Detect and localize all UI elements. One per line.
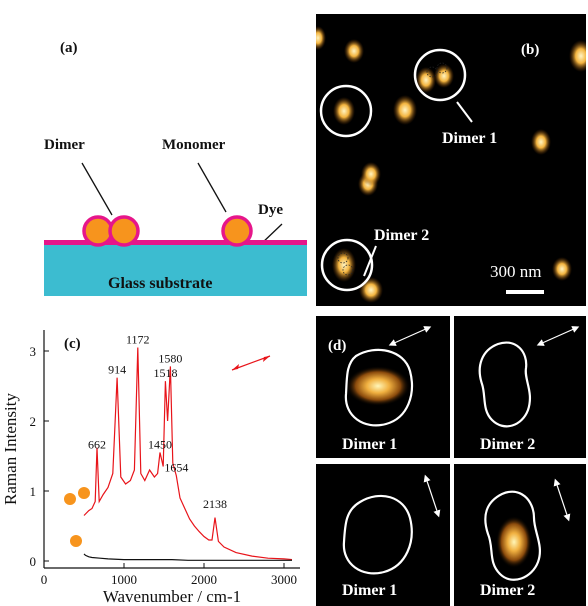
peak-label: 1580 [158,351,182,365]
polarization-arrow-heads [232,356,270,370]
schematic-diagram [44,162,307,296]
dimer2-label: Dimer 2 [374,227,430,244]
y-tick-label: 2 [30,414,37,429]
particle-outline [342,494,413,575]
monomer-icon [70,535,82,547]
particle-blob [434,64,454,88]
dimer-icon [64,493,76,505]
sers-spot [346,366,410,406]
panel-c: 0 1000 2000 3000 0 1 2 3 Wavenumber / cm-1 Raman … [0,316,310,606]
particle-blob [531,129,551,155]
particle-blob [393,95,417,125]
particle-blob [361,162,381,186]
peak-label: 2138 [203,497,227,511]
monomer-label: Monomer [162,137,226,153]
peak-label: 1518 [153,366,177,380]
panel-a: (a) Dimer Monomer Dye Glass substrate [0,0,310,310]
tile-label: Dimer 2 [480,582,536,599]
panel-c-label: (c) [64,336,81,352]
particle-blob [416,67,436,93]
peak-label: 1654 [164,461,188,475]
panel-b-afm-image: (b) Dimer 1 Dimer 2 300 nm [316,14,586,306]
peak-label: 662 [88,438,106,452]
y-axis-label: Raman Intensity [1,393,20,505]
raman-spectrum-chart: 0 1000 2000 3000 0 1 2 3 Wavenumber / cm-1 Raman … [1,330,300,606]
x-tick-label: 1000 [111,572,137,587]
panel-d: (d) Dimer 1 Dimer 2 Dimer 1 Dimer 2 [316,316,586,606]
x-axis-label: Wavenumber / cm-1 [103,587,241,606]
peak-label: 914 [108,363,126,377]
y-tick-label: 0 [30,554,37,569]
glass-substrate [44,244,307,296]
dimer1-particle-outline [436,62,448,74]
polarization-arrow [536,326,580,346]
tile-label: Dimer 1 [342,436,398,453]
particle-blob [552,257,572,281]
dimer1-particle-outline [426,66,438,78]
dimer1-pointer [456,101,473,123]
dimer2-particle-outline [342,264,354,276]
baseline-spectrum-line [83,553,292,561]
peak-label: 1450 [148,438,172,452]
particle-blob [333,97,355,125]
polarization-arrow [553,478,571,522]
scale-label: 300 nm [490,262,542,281]
panel-b-label: (b) [521,42,540,58]
panel-d-label: (d) [328,338,347,354]
dimer2-particle-outline [337,252,349,264]
polarization-images [316,316,586,606]
tile-label: Dimer 2 [480,436,536,453]
sers-spot [496,516,532,568]
polarization-arrow [388,326,432,346]
polarization-arrow [423,474,441,518]
dimer-label: Dimer [44,137,85,153]
particle-outline [478,341,532,428]
monomer-particle [221,215,253,247]
particle-blob [316,26,326,50]
particle-outline [484,490,542,581]
particle-blob [359,277,383,303]
dimer-particle-left [82,215,114,247]
panel-a-label: (a) [60,40,78,56]
x-tick-label: 3000 [271,572,297,587]
dimer-icon [78,487,90,499]
dye-layer [44,240,307,245]
x-tick-label: 2000 [191,572,217,587]
afm-image [316,26,586,303]
particle-blob [332,248,356,282]
particle-blob [569,40,586,72]
peak-label: 1172 [126,333,150,347]
dimer1-highlight-circle [413,48,467,102]
monomer-highlight-circle [319,84,373,138]
tile-label: Dimer 1 [342,582,398,599]
particle-blob [344,39,364,63]
polarization-arrow [231,355,271,371]
y-tick-label: 1 [30,484,37,499]
dimer1-label: Dimer 1 [442,130,498,147]
scale-bar [506,290,544,294]
dimer-particle-right [108,215,140,247]
substrate-label: Glass substrate [108,275,213,292]
dimer2-pointer [363,245,377,277]
dimer2-highlight-circle [320,238,374,292]
dye-label: Dye [258,202,283,218]
sers-spectrum-line [83,347,293,561]
particle-outline [344,348,414,427]
x-tick-label: 0 [41,572,48,587]
y-tick-label: 3 [30,344,37,359]
